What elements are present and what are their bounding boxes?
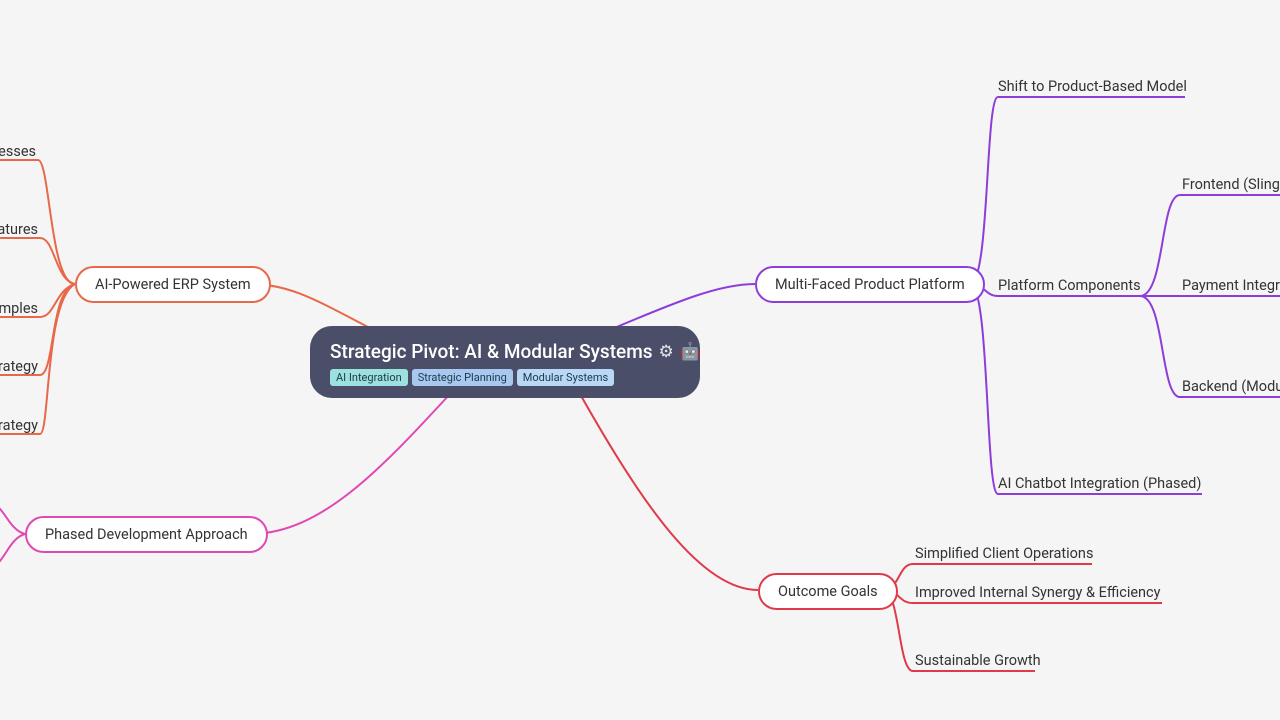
tag-modular[interactable]: Modular Systems (517, 369, 614, 386)
branch-platform[interactable]: Multi-Faced Product Platform (755, 266, 985, 303)
branch-outcome[interactable]: Outcome Goals (758, 573, 898, 610)
branch-erp[interactable]: AI-Powered ERP System (75, 266, 271, 303)
robot-icon: 🤖 (680, 342, 701, 362)
tag-strategic[interactable]: Strategic Planning (412, 369, 513, 386)
leaf-outcome-2[interactable]: Sustainable Growth (915, 652, 1041, 673)
leaf-platform-1[interactable]: Platform Components (998, 277, 1141, 298)
tag-ai[interactable]: AI Integration (330, 369, 408, 386)
central-node[interactable]: Strategic Pivot: AI & Modular Systems ⚙ … (310, 326, 700, 398)
leaf-platform-1-2[interactable]: Backend (Modula (1182, 378, 1280, 399)
leaf-platform-0[interactable]: Shift to Product-Based Model (998, 78, 1187, 99)
central-tags: AI Integration Strategic Planning Modula… (330, 369, 680, 386)
leaf-erp-4[interactable]: rategy (0, 417, 38, 438)
branch-outcome-label: Outcome Goals (778, 583, 878, 600)
leaf-outcome-0[interactable]: Simplified Client Operations (915, 545, 1093, 566)
branch-erp-label: AI-Powered ERP System (95, 276, 251, 293)
leaf-outcome-1[interactable]: Improved Internal Synergy & Efficiency (915, 584, 1161, 605)
branch-phased[interactable]: Phased Development Approach (25, 516, 268, 553)
branch-phased-label: Phased Development Approach (45, 526, 248, 543)
leaf-erp-3[interactable]: rategy (0, 358, 38, 379)
gear-icon: ⚙ (659, 342, 674, 362)
leaf-platform-1-0[interactable]: Frontend (Slingsi (1182, 176, 1280, 197)
leaf-erp-2[interactable]: mples (0, 300, 38, 321)
leaf-platform-1-1[interactable]: Payment Integrat (1182, 277, 1280, 298)
leaf-erp-0[interactable]: cesses (0, 143, 36, 164)
leaf-erp-1[interactable]: atures (0, 221, 38, 242)
central-title: Strategic Pivot: AI & Modular Systems (330, 340, 653, 363)
leaf-platform-2[interactable]: AI Chatbot Integration (Phased) (998, 475, 1201, 496)
branch-platform-label: Multi-Faced Product Platform (775, 276, 965, 293)
